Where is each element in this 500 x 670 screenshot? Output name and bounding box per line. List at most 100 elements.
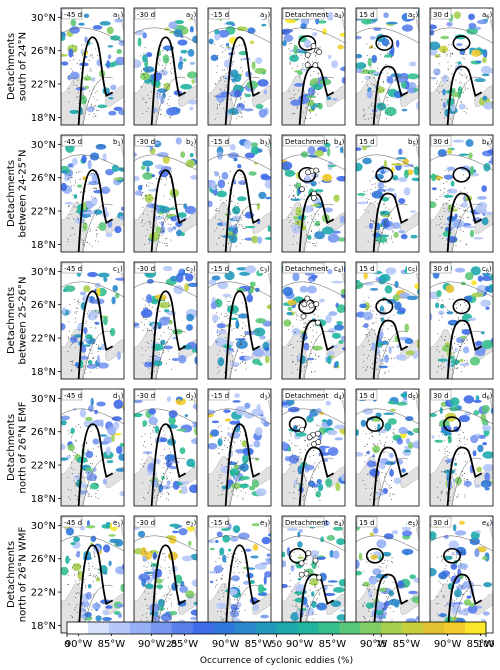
eddy-occurrence-patch: [298, 529, 303, 533]
panel-id: a1): [113, 11, 123, 21]
time-label-box: [356, 389, 378, 401]
panel-id: d5): [408, 392, 419, 402]
panel-id-box: [481, 9, 492, 19]
eddy-occurrence-patch: [408, 590, 418, 595]
eddy-occurrence-patch: [211, 420, 220, 424]
eddy-occurrence-patch: [297, 70, 303, 76]
eddy-occurrence-patch: [475, 60, 482, 64]
eddy-occurrence-patch: [70, 542, 76, 546]
significance-stipple: [436, 297, 469, 374]
eddy-occurrence-patch: [238, 313, 249, 319]
eddy-occurrence-patch: [61, 415, 71, 421]
eddy-occurrence-patch: [163, 316, 170, 322]
eddy-occurrence-patch: [263, 89, 268, 95]
eddy-occurrence-patch: [410, 234, 418, 239]
eddy-occurrence-patch: [371, 54, 378, 64]
lat-tick-label: 22°N: [31, 80, 56, 91]
panel-id-box: [112, 9, 123, 19]
eddy-occurrence-patch: [297, 50, 308, 54]
eddy-occurrence-patch: [235, 339, 248, 350]
eddy-occurrence-patch: [159, 437, 168, 443]
eddy-occurrence-patch: [407, 442, 414, 449]
eddy-occurrence-patch: [482, 451, 493, 459]
colorbar-segment: [339, 622, 361, 634]
eddy-occurrence-patch: [342, 347, 345, 351]
eddy-occurrence-patch: [134, 190, 143, 196]
eddy-occurrence-patch: [388, 590, 394, 597]
panel-frame: [281, 134, 346, 253]
eddy-occurrence-patch: [464, 225, 475, 229]
eddy-occurrence-patch: [340, 609, 345, 612]
eddy-occurrence-patch: [137, 184, 143, 191]
eddy-occurrence-patch: [99, 434, 108, 437]
eddy-occurrence-patch: [473, 399, 482, 403]
eddy-occurrence-patch: [414, 283, 419, 290]
eddy-occurrence-patch: [474, 433, 481, 437]
eddy-occurrence-patch: [295, 432, 307, 437]
panel-id-box: [333, 517, 344, 527]
eddy-occurrence-patch: [253, 440, 261, 448]
bathymetry-contour: [430, 281, 493, 298]
eddy-occurrence-patch: [70, 427, 75, 434]
significance-stipple: [140, 44, 173, 118]
eddy-occurrence-patch: [96, 401, 106, 407]
eddy-occurrence-patch: [475, 395, 480, 401]
eddy-occurrence-patch: [236, 267, 248, 271]
panel-frame: [429, 7, 494, 126]
eddy-occurrence-patch: [70, 336, 78, 344]
eddy-occurrence-patch: [65, 527, 74, 536]
eddy-occurrence-patch: [313, 189, 324, 193]
eddy-occurrence-patch: [184, 414, 189, 417]
eddy-occurrence-patch: [243, 355, 253, 361]
eddy-occurrence-patch: [142, 160, 154, 167]
map-panel: -30 d d2): [133, 388, 198, 507]
time-label: -15 d: [211, 265, 229, 273]
eddy-occurrence-patch: [180, 49, 188, 54]
eddy-occurrence-patch: [142, 32, 147, 39]
eddy-occurrence-patch: [310, 274, 318, 279]
detachment-location-marker: [304, 51, 311, 58]
eddy-occurrence-patch: [481, 217, 489, 226]
map-panel: -30 d e2) 90°W 85°W: [133, 515, 198, 650]
eddy-occurrence-patch: [87, 584, 92, 589]
eddy-occurrence-patch: [91, 196, 98, 206]
eddy-occurrence-patch: [141, 577, 147, 587]
time-label-box: [134, 516, 156, 528]
panel-frame: [60, 134, 125, 253]
lon-tick-label: 90°W: [138, 639, 166, 650]
eddy-occurrence-patch: [339, 215, 345, 224]
eddy-occurrence-patch: [356, 162, 363, 172]
eddy-occurrence-patch: [459, 362, 470, 367]
colorbar-segment: [297, 622, 319, 634]
bathymetry-contour: [377, 203, 408, 252]
panel-id: c3): [260, 265, 270, 275]
eddy-occurrence-patch: [477, 275, 483, 282]
eddy-occurrence-patch: [95, 577, 100, 582]
detachment-location-marker: [310, 194, 317, 201]
bathymetry-contour: [451, 76, 482, 125]
eddy-occurrence-patch: [327, 351, 335, 356]
eddy-occurrence-patch: [265, 196, 271, 200]
lat-tick-label: 18°N: [31, 494, 56, 505]
eddy-occurrence-patch: [457, 61, 462, 65]
eddy-occurrence-patch: [82, 211, 95, 215]
detachment-location-marker: [312, 62, 319, 69]
panel-id: b3): [260, 138, 271, 148]
eddy-occurrence-patch: [443, 194, 454, 198]
eddy-occurrence-patch: [177, 272, 188, 276]
eddy-occurrence-patch: [191, 421, 197, 425]
eddy-occurrence-patch: [321, 226, 334, 235]
eddy-occurrence-patch: [210, 429, 220, 437]
eddy-occurrence-patch: [454, 267, 466, 273]
colorbar-segment: [192, 622, 214, 634]
eddy-occurrence-patch: [84, 85, 89, 89]
loop-current-contour: [77, 544, 114, 633]
detached-eddy-contour: [443, 416, 462, 432]
lon-tick-label: 90°W: [360, 639, 388, 650]
significance-stipple: [436, 424, 469, 501]
eddy-occurrence-patch: [384, 285, 393, 294]
eddy-occurrence-patch: [108, 560, 112, 566]
eddy-occurrence-patch: [158, 301, 171, 309]
eddy-occurrence-patch: [290, 198, 301, 202]
colorbar-segment: [360, 622, 382, 634]
